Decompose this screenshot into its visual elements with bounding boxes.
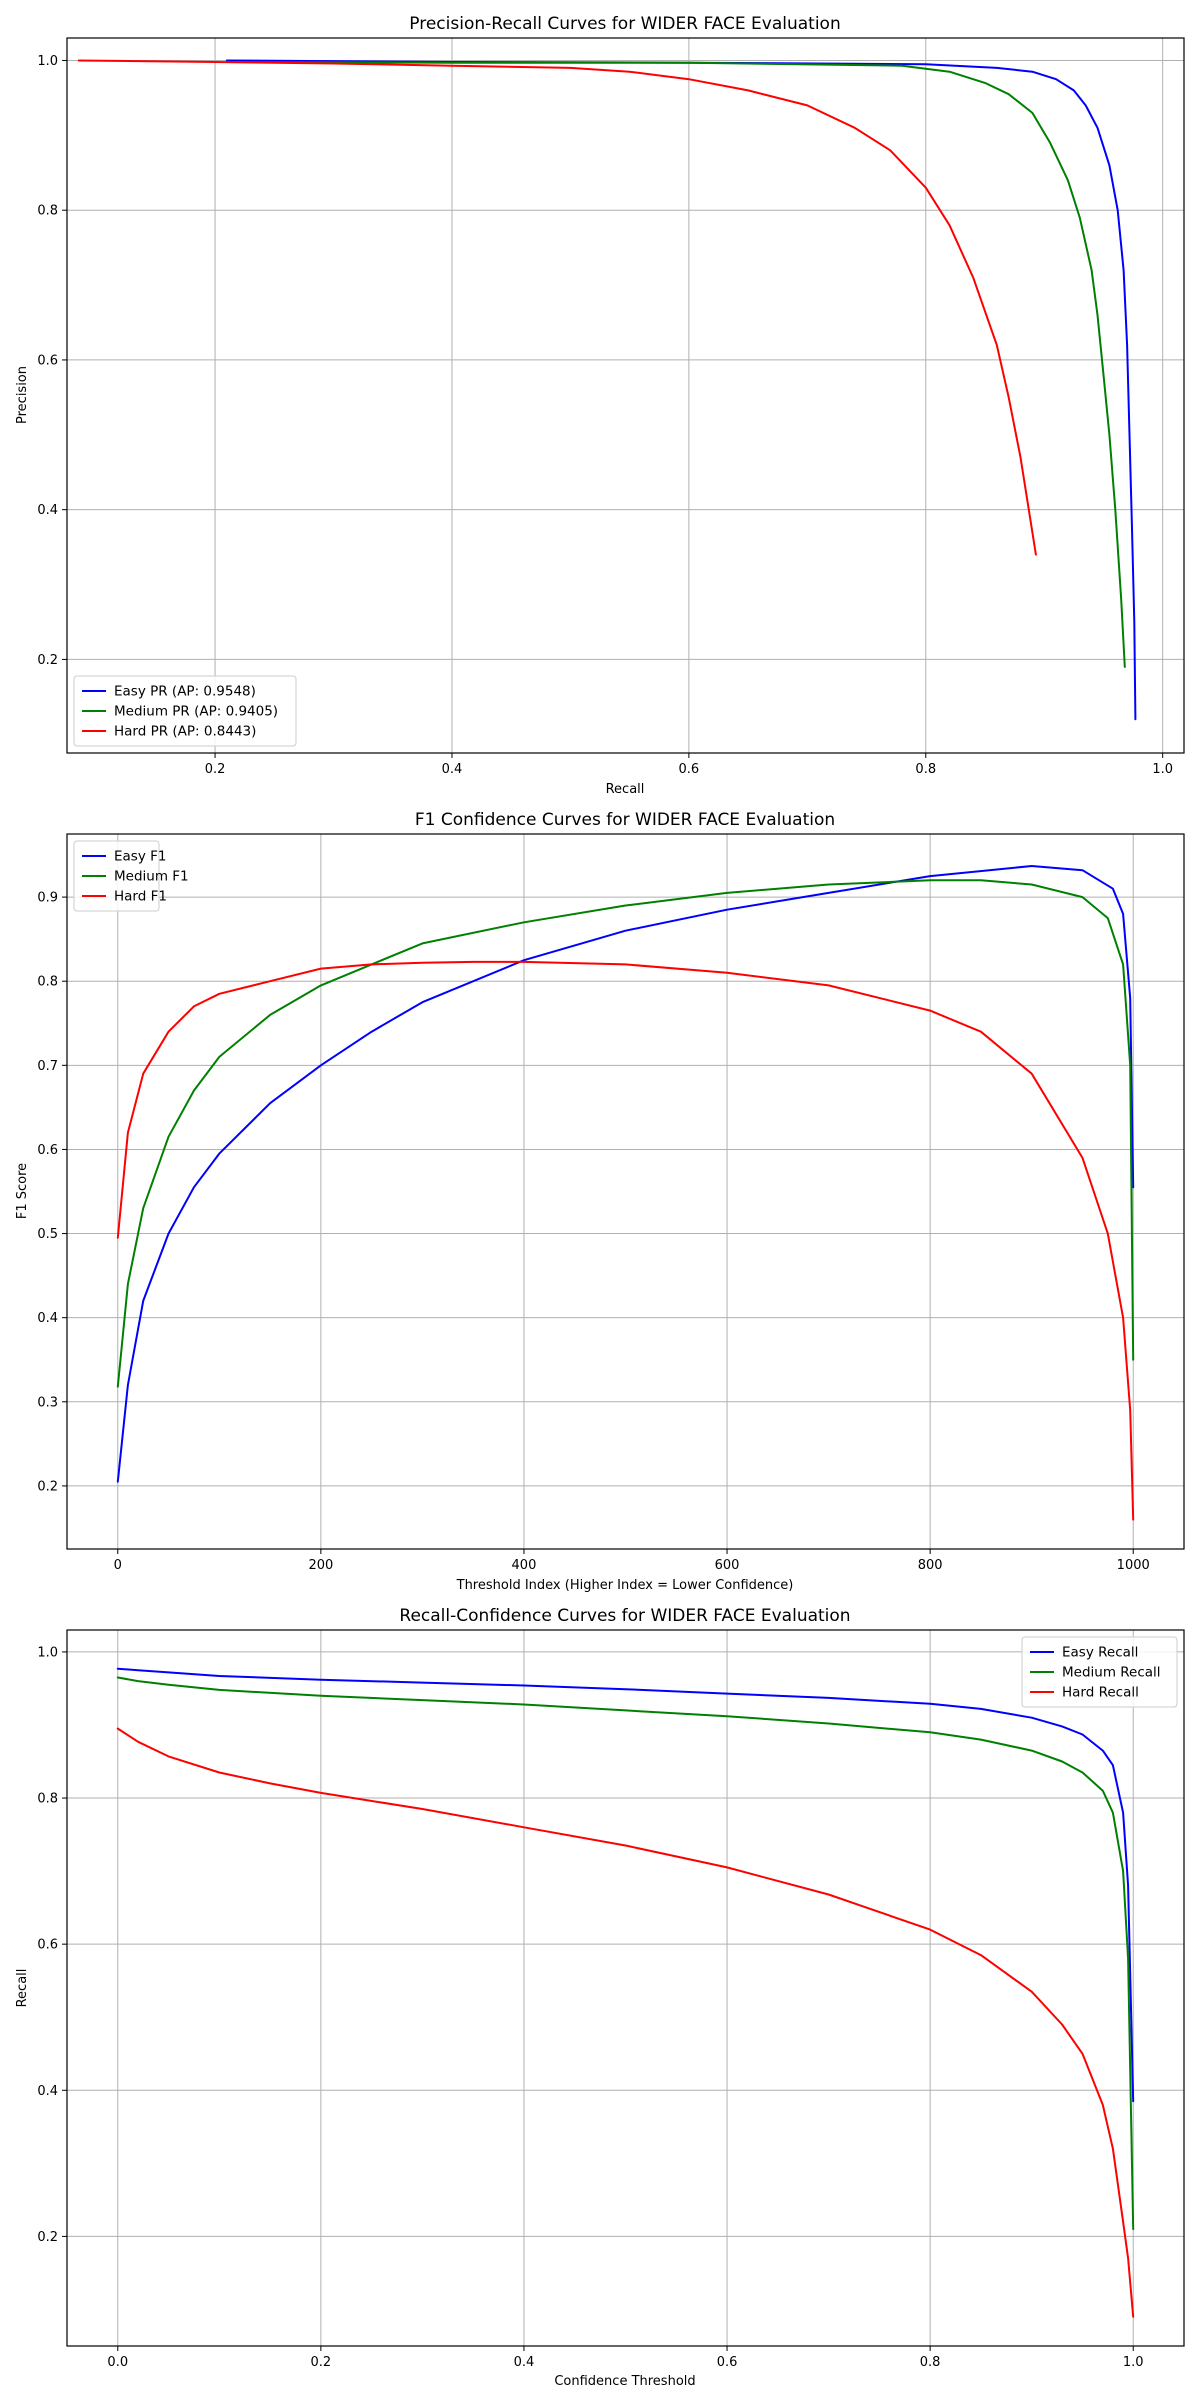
x-tick-label: 0.0 — [107, 2355, 128, 2370]
y-tick-label: 0.4 — [37, 503, 58, 518]
plot-frame — [66, 1629, 1185, 2347]
y-tick-label: 0.6 — [37, 353, 58, 368]
x-tick-label: 1.0 — [1152, 762, 1173, 777]
legend-box — [1021, 1636, 1178, 1708]
x-tick-label: 0 — [114, 1558, 122, 1573]
x-tick-label: 600 — [715, 1558, 740, 1573]
y-tick-label: 0.2 — [37, 2230, 58, 2245]
series-line — [116, 879, 1135, 1388]
recall-confidence-chart: Recall-Confidence Curves for WIDER FACE … — [15, 1606, 1185, 2389]
x-tick-label: 0.2 — [311, 2355, 332, 2370]
x-axis-label: Confidence Threshold — [554, 2374, 695, 2389]
y-axis-label: Precision — [15, 366, 30, 424]
x-tick-label: 1000 — [1117, 1558, 1150, 1573]
y-tick-label: 0.3 — [37, 1395, 58, 1410]
x-tick-label: 0.4 — [514, 2355, 535, 2370]
series-line — [116, 865, 1135, 1483]
y-tick-label: 1.0 — [37, 1645, 58, 1660]
y-tick-label: 0.4 — [37, 2084, 58, 2099]
legend-entry: Hard PR (AP: 0.8443) — [114, 724, 256, 740]
y-tick-label: 0.5 — [37, 1227, 58, 1242]
x-tick-label: 200 — [308, 1558, 333, 1573]
plot-frame — [66, 37, 1185, 754]
y-tick-label: 0.2 — [37, 1479, 58, 1494]
series-line — [116, 1667, 1135, 2103]
y-tick-label: 0.6 — [37, 1143, 58, 1158]
series-line — [225, 61, 1126, 668]
x-axis-label: Recall — [606, 782, 645, 797]
y-axis-label: Recall — [15, 1969, 30, 2008]
y-tick-label: 0.7 — [37, 1059, 58, 1074]
legend-entry: Hard Recall — [1062, 1685, 1139, 1701]
legend-box — [73, 675, 297, 747]
y-tick-label: 0.9 — [37, 891, 58, 906]
chart-title: F1 Confidence Curves for WIDER FACE Eval… — [415, 810, 835, 830]
y-tick-label: 0.4 — [37, 1311, 58, 1326]
x-tick-label: 0.6 — [717, 2355, 738, 2370]
chart-title: Precision-Recall Curves for WIDER FACE E… — [409, 14, 840, 34]
series-line — [225, 59, 1137, 721]
chart-title: Recall-Confidence Curves for WIDER FACE … — [399, 1606, 850, 1626]
legend-entry: Medium F1 — [114, 869, 189, 885]
y-tick-label: 0.2 — [37, 653, 58, 668]
x-tick-label: 0.8 — [920, 2355, 941, 2370]
legend-box — [73, 840, 160, 912]
f1-confidence-chart: F1 Confidence Curves for WIDER FACE Eval… — [15, 810, 1185, 1593]
series-line — [116, 960, 1135, 1521]
y-tick-label: 0.8 — [37, 204, 58, 219]
x-tick-label: 1.0 — [1123, 2355, 1144, 2370]
plot-frame — [66, 833, 1185, 1550]
series-line — [116, 1727, 1135, 2318]
x-tick-label: 0.8 — [915, 762, 936, 777]
x-tick-label: 800 — [918, 1558, 943, 1573]
legend-entry: Medium PR (AP: 0.9405) — [114, 704, 278, 720]
x-tick-label: 0.2 — [205, 762, 226, 777]
x-tick-label: 400 — [512, 1558, 537, 1573]
legend-entry: Easy F1 — [114, 849, 166, 865]
legend-entry: Easy PR (AP: 0.9548) — [114, 684, 256, 700]
legend-entry: Hard F1 — [114, 889, 167, 905]
legend-entry: Medium Recall — [1062, 1665, 1161, 1681]
series-line — [116, 1676, 1135, 2231]
x-axis-label: Threshold Index (Higher Index = Lower Co… — [456, 1578, 794, 1593]
y-tick-label: 0.6 — [37, 1938, 58, 1953]
x-tick-label: 0.4 — [442, 762, 463, 777]
y-axis-label: F1 Score — [15, 1163, 30, 1219]
x-tick-label: 0.6 — [679, 762, 700, 777]
legend-entry: Easy Recall — [1062, 1645, 1138, 1661]
y-tick-label: 0.8 — [37, 1792, 58, 1807]
y-tick-label: 0.8 — [37, 975, 58, 990]
y-tick-label: 1.0 — [37, 54, 58, 69]
precision-recall-chart: Precision-Recall Curves for WIDER FACE E… — [15, 14, 1185, 797]
series-line — [77, 59, 1037, 556]
